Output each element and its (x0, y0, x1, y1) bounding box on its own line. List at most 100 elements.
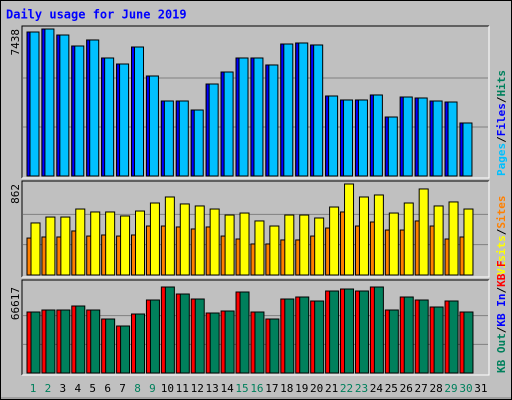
bar (344, 288, 355, 374)
bar (164, 286, 175, 374)
bar (179, 293, 190, 374)
bar (208, 83, 219, 177)
bar (314, 300, 325, 374)
bar (329, 290, 340, 374)
bar (462, 122, 473, 177)
bar (418, 188, 429, 276)
bar (178, 100, 189, 177)
bar (75, 305, 86, 374)
bar (194, 298, 205, 374)
bar (358, 196, 369, 276)
panel-shade (21, 25, 489, 178)
bar (448, 201, 459, 276)
bar (253, 57, 264, 177)
bar (75, 208, 86, 276)
bar (433, 205, 444, 276)
x-tick-label: 9 (149, 382, 156, 395)
panel-light (22, 26, 490, 179)
x-tick-label: 14 (220, 382, 234, 395)
bar (60, 309, 71, 374)
bar (105, 318, 116, 374)
x-tick-label: 6 (104, 382, 111, 395)
bar (149, 299, 160, 374)
bar (105, 211, 116, 276)
legend-separator: / (495, 228, 508, 235)
x-tick-label: 1 (30, 382, 37, 395)
bar (149, 202, 160, 276)
x-tick-label: 19 (295, 382, 308, 395)
bar (269, 225, 280, 276)
legend-separator: / (495, 326, 508, 333)
x-tick-label: 15 (235, 382, 248, 395)
bar (135, 210, 146, 276)
bar (372, 94, 383, 177)
legend-entry: Sites (495, 196, 508, 229)
x-tick-label: 8 (134, 382, 141, 395)
bar (432, 100, 443, 177)
bar (45, 216, 56, 276)
bar (29, 31, 40, 177)
x-tick-label: 21 (325, 382, 338, 395)
bar (90, 211, 101, 276)
legend-separator: / (495, 136, 508, 143)
bar (463, 311, 474, 374)
x-tick-label: 26 (400, 382, 413, 395)
x-tick-label: 28 (429, 382, 442, 395)
x-tick-label: 12 (191, 382, 204, 395)
bar (254, 220, 265, 276)
legend-entry: KB In (495, 294, 508, 327)
bar (299, 214, 310, 276)
bar (447, 101, 458, 177)
bar (357, 99, 368, 177)
bar (373, 194, 384, 276)
bar (44, 28, 55, 177)
x-tick-label: 3 (60, 382, 67, 395)
bar (224, 214, 235, 276)
bar (194, 205, 205, 276)
bar (30, 311, 41, 374)
bar (283, 43, 294, 177)
bar (60, 216, 71, 276)
bar (403, 296, 414, 374)
bar (135, 313, 146, 374)
x-tick-label: 20 (310, 382, 323, 395)
bar (403, 202, 414, 276)
bar (148, 75, 159, 177)
bar (373, 286, 384, 374)
x-tick-label: 17 (265, 382, 278, 395)
bar (299, 296, 310, 374)
x-tick-label: 5 (89, 382, 96, 395)
x-tick-label: 27 (415, 382, 428, 395)
bar (298, 42, 309, 177)
legend-entry: Hits (495, 70, 508, 97)
bar (59, 34, 70, 177)
bar (134, 46, 145, 177)
x-tick-label: 25 (385, 382, 398, 395)
panel-light (22, 181, 490, 278)
x-tick-label: 24 (370, 382, 384, 395)
bar (269, 318, 280, 374)
bar (448, 300, 459, 374)
bar (268, 64, 279, 177)
bar (433, 306, 444, 374)
bar (418, 299, 429, 374)
bar (358, 290, 369, 374)
bar (254, 311, 265, 374)
chart-title: Daily usage for June 2019 (6, 8, 187, 22)
bar (463, 208, 474, 276)
y-tick-label: 7438 (9, 29, 22, 56)
x-tick-label: 16 (250, 382, 263, 395)
bar (284, 214, 295, 276)
bar (387, 116, 398, 177)
legend-entry: KB F (495, 260, 508, 287)
bar (388, 309, 399, 374)
legend-separator: / (495, 96, 508, 103)
bar (120, 325, 131, 374)
x-tick-label: 18 (280, 382, 293, 395)
bar (328, 95, 339, 177)
legend-separator: / (495, 287, 508, 294)
y-tick-label: 862 (9, 184, 22, 204)
bar (402, 96, 413, 177)
panel-shade (21, 279, 489, 375)
